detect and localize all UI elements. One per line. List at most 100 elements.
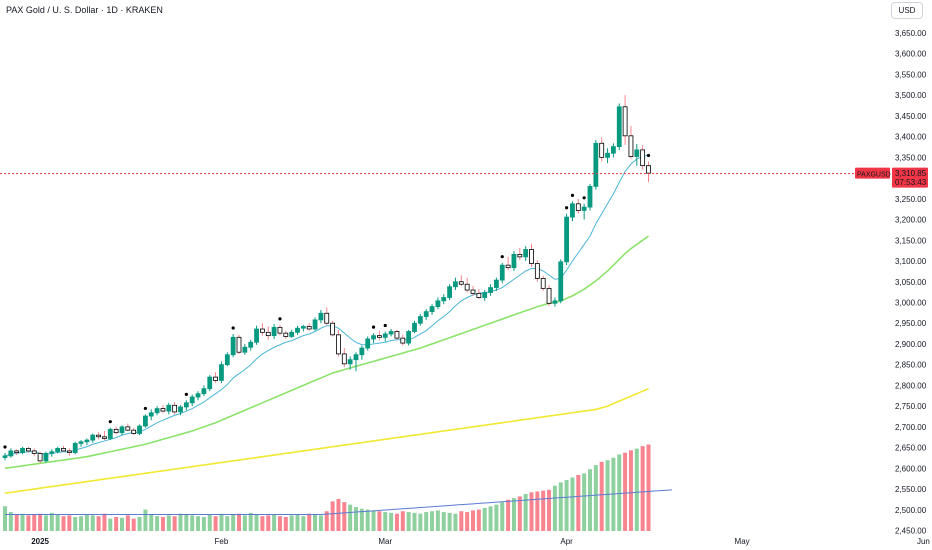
volume-bar [453,513,458,531]
candle-body [646,165,651,174]
candle-body [107,428,113,439]
volume-bar [547,489,552,531]
y-tick-label: 2,950.00 [895,319,927,328]
ma-fast-line [4,154,649,457]
candle-body [283,332,289,337]
volume-bar [324,511,329,531]
volume-bar [295,514,300,531]
volume-bar [406,512,411,531]
candle-body [142,415,148,427]
candle-body [575,203,581,211]
candle-body [546,287,552,304]
volume-bar [178,513,183,531]
signal-dot [278,317,282,321]
y-tick-label: 2,450.00 [895,527,927,536]
candle-body [131,429,137,434]
volume-bars [3,444,651,531]
volume-bar [459,511,464,531]
volume-bar [558,482,563,531]
y-tick-label: 3,500.00 [895,91,927,100]
candle-body [248,341,254,348]
volume-bar [476,509,481,531]
volume-bar [394,513,399,531]
volume-bar [120,517,124,531]
candle-body [523,249,529,258]
currency-button[interactable]: USD [891,2,923,19]
y-tick-label: 3,400.00 [895,133,927,142]
volume-bar [500,502,505,531]
candle-body [25,448,31,452]
price-tag-price: 3,310.85 [895,169,927,178]
volume-bar [383,512,388,531]
signal-dot [383,323,387,328]
volume-bar [535,491,540,531]
candle-body [312,319,318,330]
candle-body [254,328,259,343]
candle-body [84,439,90,443]
volume-bar [424,512,429,531]
volume-bar [348,504,353,531]
volume-bar [20,513,25,531]
candle-body [90,434,96,441]
candle-body [406,331,412,344]
y-axis[interactable]: 2,450.00 2,500.00 2,550.00 2,600.00 2,650.00… [895,29,927,536]
candle-body [564,216,569,263]
volume-bar [342,502,347,531]
volume-bar [506,499,511,531]
volume-bar [201,517,206,531]
y-tick-label: 3,550.00 [895,70,927,79]
candle-body [277,326,283,334]
volume-bar [277,516,282,531]
candle-body [20,448,25,453]
volume-bar [301,516,306,531]
price-tag-price-bg [892,167,928,188]
candle-body [125,426,131,431]
candle-body [447,286,453,298]
y-tick-label: 2,850.00 [895,361,927,370]
price-tag-countdown: 07:53:43 [895,178,927,187]
volume-bar [166,515,171,531]
volume-bar [412,512,417,531]
volume-bar [213,516,218,531]
volume-bar [49,512,54,531]
volume-bar [541,490,546,531]
y-tick-label: 3,200.00 [895,216,927,225]
volume-bar [225,516,230,531]
x-tick-label: May [735,537,750,546]
y-tick-label: 3,100.00 [895,257,927,266]
volume-bar [172,516,177,531]
candle-body [330,322,336,336]
volume-ma-line [5,489,672,516]
candle-body [493,279,499,288]
volume-bar [26,515,31,531]
volume-bar [582,473,587,531]
signal-dot [108,420,112,424]
volume-bar [32,514,37,531]
volume-bar [318,515,323,531]
volume-bar [254,514,259,531]
volume-bar [418,513,423,531]
volume-bar [125,515,130,531]
candle-body [201,388,207,395]
volume-bar [623,452,628,531]
price-tag-symbol: PAXGUSD [857,172,891,179]
volume-bar [43,515,48,531]
x-axis[interactable]: 2025 Feb Mar Apr May Jun [31,537,930,546]
volume-bar [435,510,440,531]
x-tick-label: Apr [560,537,573,546]
candle-body [359,347,365,356]
volume-bar [564,479,569,531]
candle-body [148,412,154,417]
candle-body [412,322,417,332]
volume-bar [283,517,288,531]
candle-body [207,376,213,390]
y-tick-label: 3,600.00 [895,50,927,59]
candle-body [166,404,172,412]
volume-bar [447,512,452,531]
candle-body [336,334,341,355]
volume-bar [108,518,113,531]
volume-bar [38,513,43,531]
price-tag-symbol-bg [855,167,890,179]
